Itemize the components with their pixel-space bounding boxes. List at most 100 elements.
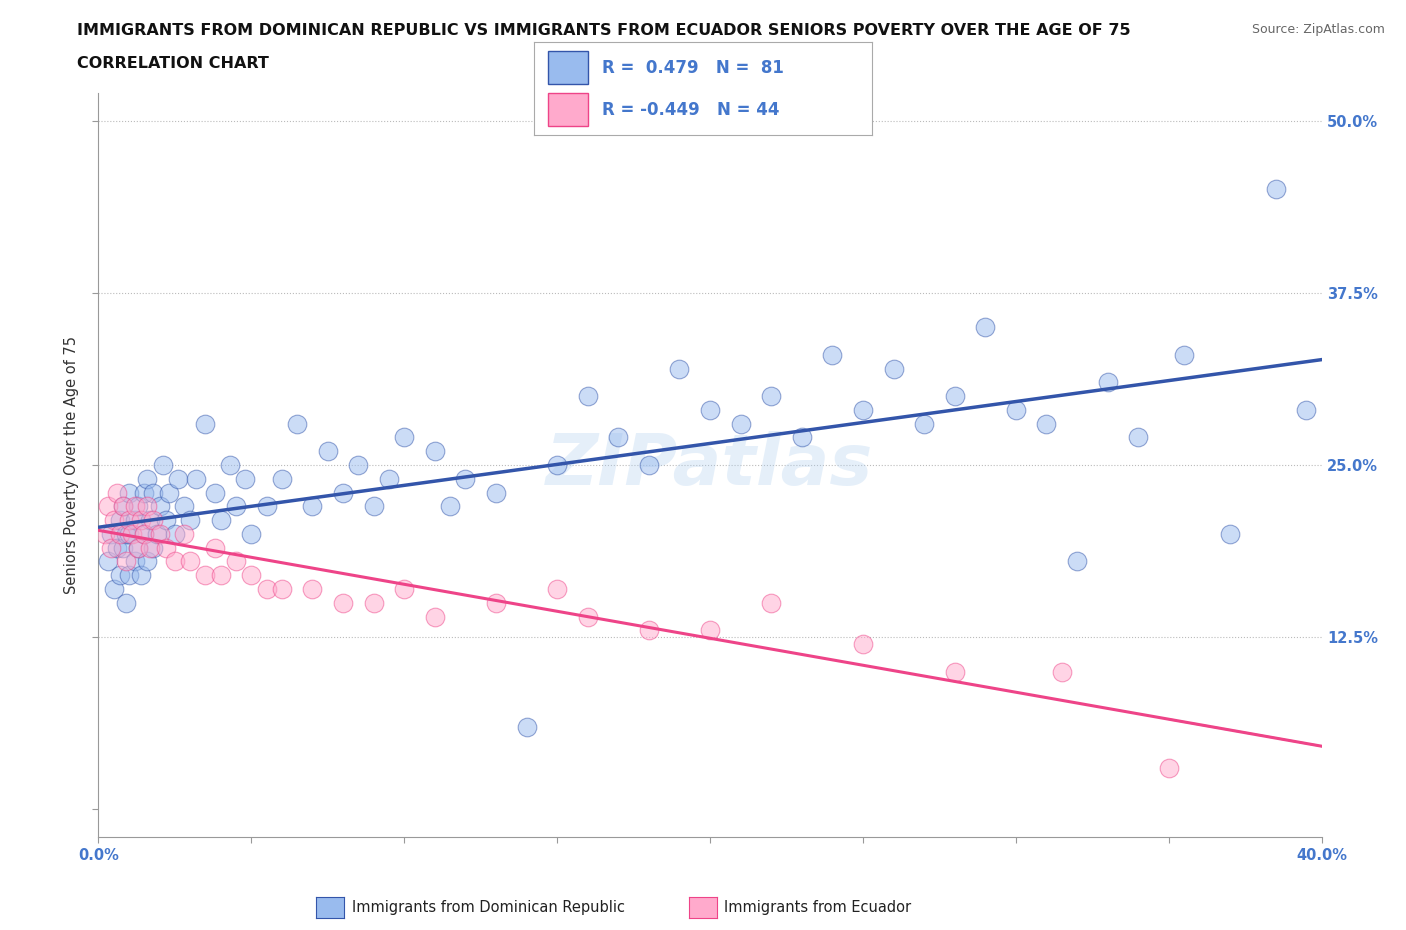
- Point: [912, 417, 935, 432]
- Point: [100, 540, 122, 555]
- Point: [97, 554, 120, 569]
- Point: [1035, 417, 1057, 432]
- Point: [118, 512, 141, 527]
- Point: [142, 485, 165, 500]
- Point: [111, 540, 134, 555]
- Point: [186, 472, 208, 486]
- Point: [1264, 182, 1286, 197]
- Point: [145, 526, 167, 541]
- Point: [129, 512, 152, 527]
- Point: [485, 595, 508, 610]
- Point: [225, 498, 247, 513]
- Text: ZIPatlas: ZIPatlas: [547, 431, 873, 499]
- Point: [576, 389, 599, 404]
- Point: [155, 512, 177, 527]
- Point: [124, 512, 146, 527]
- Point: [134, 485, 156, 500]
- Point: [233, 472, 256, 486]
- Point: [142, 512, 165, 527]
- Point: [1219, 526, 1241, 541]
- Point: [108, 512, 131, 527]
- Y-axis label: Seniors Poverty Over the Age of 75: Seniors Poverty Over the Age of 75: [65, 336, 79, 594]
- Point: [179, 512, 201, 527]
- Point: [1004, 403, 1026, 418]
- Point: [103, 512, 125, 527]
- Point: [1295, 403, 1317, 418]
- FancyBboxPatch shape: [548, 51, 588, 84]
- Point: [439, 498, 461, 513]
- Point: [118, 526, 141, 541]
- Point: [155, 540, 177, 555]
- Point: [332, 485, 354, 500]
- Point: [97, 498, 120, 513]
- Point: [93, 526, 115, 541]
- Text: CORRELATION CHART: CORRELATION CHART: [77, 56, 269, 71]
- Point: [821, 347, 844, 362]
- Point: [256, 581, 278, 596]
- Point: [316, 444, 339, 458]
- Point: [194, 568, 217, 583]
- Point: [105, 485, 128, 500]
- Point: [194, 417, 217, 432]
- Point: [136, 554, 159, 569]
- Point: [699, 403, 721, 418]
- Point: [332, 595, 354, 610]
- Point: [204, 540, 226, 555]
- Point: [423, 609, 446, 624]
- Point: [124, 498, 146, 513]
- Point: [546, 458, 568, 472]
- Point: [285, 417, 308, 432]
- Point: [108, 526, 131, 541]
- Point: [270, 581, 292, 596]
- Point: [1066, 554, 1088, 569]
- Point: [108, 568, 131, 583]
- Point: [111, 498, 134, 513]
- Point: [136, 498, 159, 513]
- Point: [699, 623, 721, 638]
- Point: [637, 623, 661, 638]
- Point: [637, 458, 661, 472]
- Point: [105, 540, 128, 555]
- Point: [516, 719, 538, 734]
- Point: [134, 526, 156, 541]
- Point: [152, 458, 174, 472]
- Point: [115, 595, 138, 610]
- Point: [115, 554, 138, 569]
- Point: [668, 361, 690, 376]
- Point: [423, 444, 446, 458]
- Point: [173, 498, 195, 513]
- Point: [301, 498, 323, 513]
- Point: [167, 472, 190, 486]
- Point: [204, 485, 226, 500]
- Point: [124, 554, 146, 569]
- Text: Source: ZipAtlas.com: Source: ZipAtlas.com: [1251, 23, 1385, 36]
- Point: [347, 458, 370, 472]
- Point: [129, 568, 152, 583]
- Point: [179, 554, 201, 569]
- Point: [363, 498, 385, 513]
- Point: [852, 637, 875, 652]
- Point: [1157, 761, 1180, 776]
- Point: [149, 526, 172, 541]
- Point: [136, 472, 159, 486]
- Point: [240, 526, 263, 541]
- Point: [759, 389, 782, 404]
- Point: [139, 512, 162, 527]
- Point: [142, 540, 165, 555]
- Point: [392, 581, 416, 596]
- Point: [157, 485, 180, 500]
- Text: R =  0.479   N =  81: R = 0.479 N = 81: [602, 59, 783, 77]
- Point: [1097, 375, 1119, 390]
- Text: IMMIGRANTS FROM DOMINICAN REPUBLIC VS IMMIGRANTS FROM ECUADOR SENIORS POVERTY OV: IMMIGRANTS FROM DOMINICAN REPUBLIC VS IM…: [77, 23, 1130, 38]
- Text: Immigrants from Ecuador: Immigrants from Ecuador: [724, 900, 911, 915]
- Point: [454, 472, 477, 486]
- Point: [363, 595, 385, 610]
- Point: [270, 472, 292, 486]
- Point: [943, 664, 966, 679]
- Point: [1173, 347, 1195, 362]
- Point: [127, 540, 149, 555]
- Point: [139, 540, 162, 555]
- Point: [1050, 664, 1073, 679]
- Point: [225, 554, 247, 569]
- Point: [127, 540, 149, 555]
